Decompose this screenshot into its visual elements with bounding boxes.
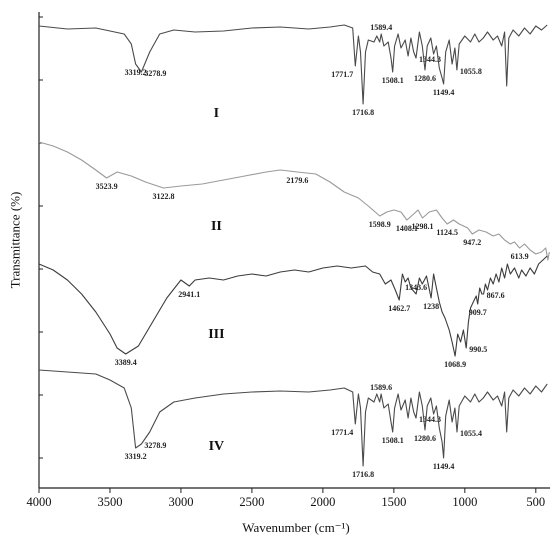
x-tick-label: 2000 <box>310 495 335 509</box>
x-tick-label: 4000 <box>27 495 52 509</box>
peak-label: 947.2 <box>463 238 481 247</box>
peak-label: 3389.4 <box>115 358 137 367</box>
x-tick-label: 3500 <box>97 495 122 509</box>
curve-label: III <box>208 327 224 342</box>
peak-label: 1124.5 <box>436 228 458 237</box>
peak-label: 1149.4 <box>433 462 455 471</box>
peak-label: 1344.3 <box>419 415 441 424</box>
peak-label: 867.6 <box>487 291 505 300</box>
peak-label: 3122.8 <box>153 192 175 201</box>
peak-label: 1508.1 <box>382 436 404 445</box>
series-line-iv <box>38 369 548 467</box>
x-tick-label: 500 <box>526 495 545 509</box>
peak-label: 2941.1 <box>178 290 200 299</box>
series-line-ii <box>38 141 550 261</box>
peak-label: 1344.3 <box>419 55 441 64</box>
peak-label: 1598.9 <box>369 220 391 229</box>
peak-label: 3278.9 <box>144 69 166 78</box>
peak-label: 1589.6 <box>370 383 392 392</box>
peak-label: 1280.6 <box>414 434 436 443</box>
x-axis: 4000 3500 3000 2500 2000 1500 1000 500 <box>27 488 545 509</box>
peak-label: 1462.7 <box>388 304 410 313</box>
peak-label: 1055.4 <box>460 429 482 438</box>
series-line-iii <box>38 255 548 357</box>
peak-label: 613.9 <box>511 252 529 261</box>
peak-label: 909.7 <box>469 308 487 317</box>
peak-label: 1280.6 <box>414 74 436 83</box>
peak-label: 1408.1 <box>396 224 418 233</box>
curve-label: I <box>214 106 219 121</box>
x-tick-label: 3000 <box>168 495 193 509</box>
peak-label: 3278.9 <box>144 441 166 450</box>
peak-label: 990.5 <box>469 345 487 354</box>
peak-label: 1589.4 <box>370 23 392 32</box>
peak-label: 1298.1 <box>412 222 434 231</box>
peak-label: 1055.8 <box>460 67 482 76</box>
x-tick-label: 1000 <box>452 495 477 509</box>
curve-label: II <box>211 219 222 234</box>
peak-label: 3319.2 <box>125 68 147 77</box>
peak-label: 3319.2 <box>125 452 147 461</box>
y-axis-label-box: Transmittance (%) <box>2 150 28 330</box>
x-axis-label: Wavenumber (cm⁻¹) <box>242 520 350 535</box>
peak-label: 1771.4 <box>331 428 353 437</box>
x-tick-label: 2500 <box>239 495 264 509</box>
x-tick-label: 1500 <box>381 495 406 509</box>
series-line-i <box>38 24 548 105</box>
plot-frame <box>38 12 550 489</box>
peak-label: 1771.7 <box>331 70 353 79</box>
series-layer <box>38 24 550 467</box>
peak-label: 2179.6 <box>286 176 308 185</box>
peak-label: 3523.9 <box>96 182 118 191</box>
peak-label: 1238 <box>423 302 439 311</box>
peak-label: 1716.8 <box>352 108 374 117</box>
peak-label: 1508.1 <box>382 76 404 85</box>
curve-label: IV <box>209 439 225 454</box>
y-axis-label: Transmittance (%) <box>7 191 23 289</box>
peak-label: 1149.4 <box>433 88 455 97</box>
peak-label: 1068.9 <box>444 360 466 369</box>
peak-label: 1716.8 <box>352 470 374 479</box>
peak-label: 1343.6 <box>405 283 427 292</box>
